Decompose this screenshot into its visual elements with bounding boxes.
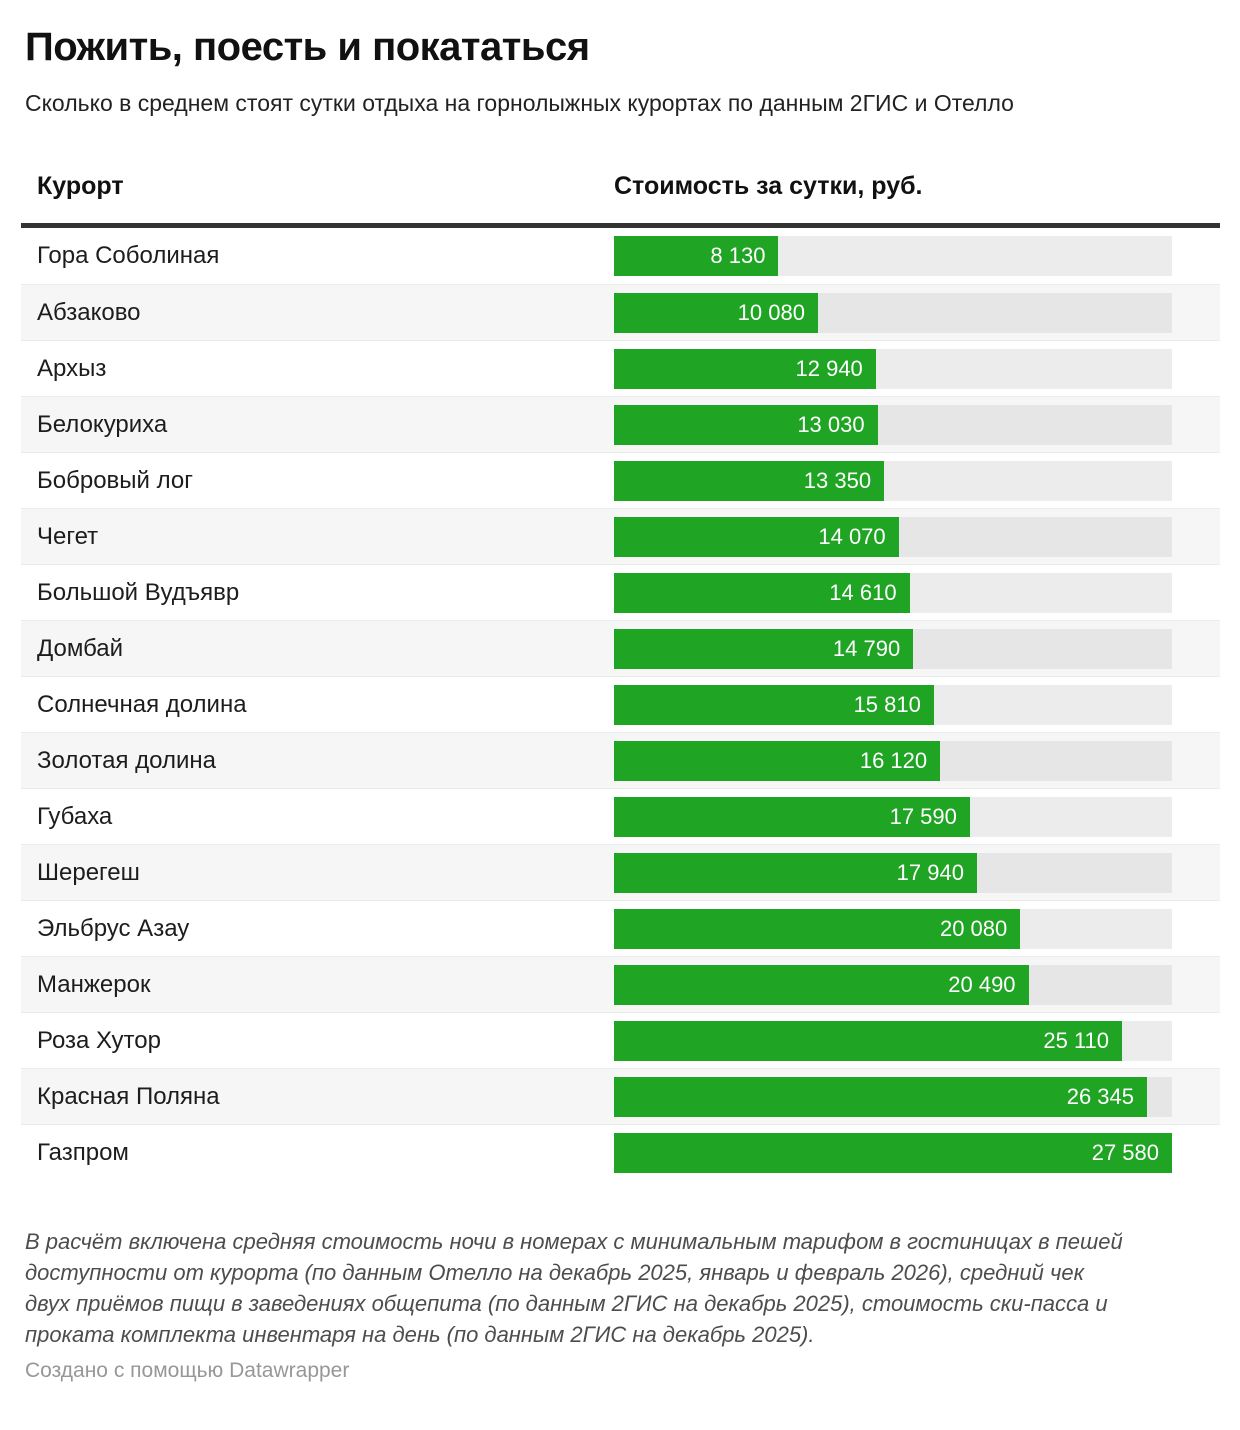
bar: 13 350 [614,460,885,501]
resort-name: Солнечная долина [37,690,247,718]
column-header-resort: Курорт [37,172,124,200]
table-row: Роза Хутор 25 110 [21,1012,1220,1068]
bar: 17 940 [614,852,977,893]
resort-name: Гора Соболиная [37,242,220,269]
datawrapper-credit: Создано с помощью Datawrapper [25,1359,350,1382]
table-body: Гора Соболиная 8 130 Абзаково 10 080 Арх… [21,228,1220,1180]
bar-value-label: 8 130 [710,243,766,268]
table-row: Абзаково 10 080 [21,284,1220,340]
bar-value-label: 12 940 [795,355,863,381]
bar-track: 14 790 [614,628,1172,669]
bar-track: 14 610 [614,572,1172,613]
table-row: Газпром 27 580 [21,1124,1220,1180]
footnote: В расчёт включена средняя стоимость ночи… [25,1229,1123,1347]
table-header: Курорт Стоимость за сутки, руб. [21,172,1220,228]
table-row: Солнечная долина 15 810 [21,676,1220,732]
bar: 13 030 [614,404,878,445]
table-row: Манжерок 20 490 [21,956,1220,1012]
bar-value-label: 14 070 [818,523,886,549]
bar-value-label: 13 350 [803,467,872,493]
bar-track: 26 345 [614,1076,1172,1117]
bar-value-label: 26 345 [1066,1083,1134,1109]
resort-name: Белокуриха [37,410,168,438]
bar: 20 490 [614,964,1029,1005]
bar-track: 25 110 [614,1020,1172,1061]
bar-value-label: 17 590 [889,803,957,829]
resort-name: Шерегеш [37,858,140,886]
resort-name: Эльбрус Азау [37,914,190,942]
bar-track: 16 120 [614,740,1172,781]
bar-value-label: 16 120 [859,747,928,773]
bar-value-label: 14 790 [832,635,901,661]
table-row: Архыз 12 940 [21,340,1220,396]
bar-value-label: 13 030 [797,411,865,437]
bar-track: 15 810 [614,684,1172,725]
table-row: Гора Соболиная 8 130 [21,228,1220,284]
bar-track: 13 350 [614,460,1172,501]
resort-name: Архыз [37,354,107,382]
bar-track: 14 070 [614,516,1172,557]
table-row: Эльбрус Азау 20 080 [21,900,1220,956]
bar: 17 590 [614,796,970,837]
resort-name: Чегет [37,522,99,550]
bar: 14 610 [614,572,910,613]
bar-value-label: 14 610 [829,579,897,605]
table-row: Большой Вудъявр 14 610 [21,564,1220,620]
bar-value-label: 17 940 [896,859,964,885]
bar-track: 10 080 [614,292,1172,333]
bar-track: 8 130 [614,236,1172,276]
bar: 20 080 [614,908,1021,949]
table-row: Домбай 14 790 [21,620,1220,676]
bar-value-label: 27 580 [1091,1139,1159,1165]
table-row: Губаха 17 590 [21,788,1220,844]
bar-value-label: 25 110 [1043,1027,1110,1053]
bar: 26 345 [614,1076,1147,1117]
resort-name: Газпром [37,1138,129,1166]
bar: 16 120 [614,740,941,781]
bar: 27 580 [614,1132,1172,1173]
table-row: Чегет 14 070 [21,508,1220,564]
bar: 14 070 [614,516,899,557]
table-row: Шерегеш 17 940 [21,844,1220,900]
bar: 15 810 [614,684,934,725]
resort-name: Роза Хутор [37,1026,161,1054]
resort-name: Большой Вудъявр [37,578,240,606]
bar-track: 17 940 [614,852,1172,893]
bar-value-label: 10 080 [737,299,805,325]
bar-track: 20 490 [614,964,1172,1005]
table-row: Красная Поляна 26 345 [21,1068,1220,1124]
bar: 14 790 [614,628,914,669]
bar-track: 12 940 [614,348,1172,389]
table-row: Золотая долина 16 120 [21,732,1220,788]
resort-name: Красная Поляна [37,1082,220,1110]
bar-value-label: 20 080 [939,915,1008,941]
resort-name: Домбай [37,634,124,662]
bar-value-label: 20 490 [948,971,1016,997]
resort-name: Абзаково [37,298,141,326]
resort-name: Манжерок [37,970,151,998]
bar: 8 130 [614,236,779,276]
chart-title: Пожить, поесть и покататься [25,25,590,69]
resort-name: Золотая долина [37,746,216,774]
resort-name: Бобровый лог [37,466,193,494]
chart-subtitle: Сколько в среднем стоят сутки отдыха на … [25,90,1014,116]
bar-track: 17 590 [614,796,1172,837]
bar: 10 080 [614,292,818,333]
resort-name: Губаха [37,802,113,830]
bar: 25 110 [614,1020,1123,1061]
bar-value-label: 15 810 [853,691,921,717]
bar-track: 27 580 [614,1132,1172,1173]
column-header-value: Стоимость за сутки, руб. [614,172,923,200]
bar: 12 940 [614,348,876,389]
bar-track: 20 080 [614,908,1172,949]
bar-track: 13 030 [614,404,1172,445]
table-row: Белокуриха 13 030 [21,396,1220,452]
table-row: Бобровый лог 13 350 [21,452,1220,508]
